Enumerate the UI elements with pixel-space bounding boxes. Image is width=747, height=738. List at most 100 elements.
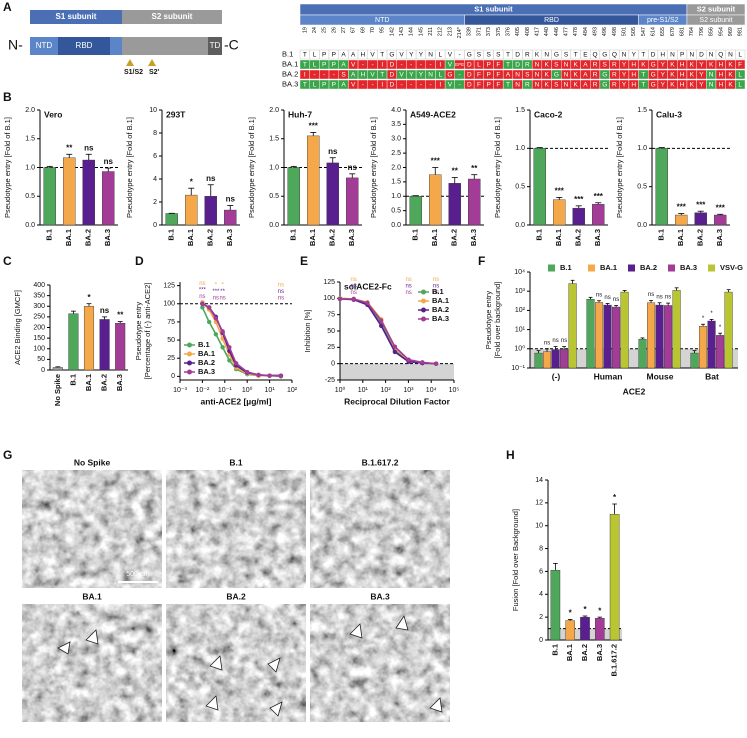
significance-label: * bbox=[613, 493, 617, 502]
x-tick-label: B.1 bbox=[657, 229, 666, 241]
x-tick-label: B.1 bbox=[289, 229, 298, 241]
bar bbox=[534, 352, 543, 369]
micrograph-label: B.1 bbox=[229, 457, 243, 467]
chart-title: 293T bbox=[166, 109, 186, 119]
position-label: 477 bbox=[563, 27, 569, 36]
chart-title: Huh-7 bbox=[288, 109, 312, 119]
residue: H bbox=[680, 61, 685, 68]
residue: L bbox=[477, 61, 481, 68]
position-label: 493 bbox=[593, 27, 599, 36]
residue: K bbox=[728, 81, 733, 88]
x-tick-label: 10¹ bbox=[358, 387, 369, 394]
scale-bar-label: 500 µm bbox=[126, 571, 150, 578]
data-point bbox=[420, 360, 425, 365]
x-tick-label: BA.3 bbox=[595, 644, 604, 661]
residue: Y bbox=[632, 51, 637, 58]
residue: D bbox=[390, 71, 395, 78]
y-tick-label: 25 bbox=[327, 344, 335, 351]
significance-label: ns bbox=[226, 195, 236, 204]
legend-label: B.1 bbox=[432, 287, 444, 296]
residue: V bbox=[399, 51, 404, 58]
significance-label: ** bbox=[471, 164, 478, 173]
residue-cell bbox=[735, 69, 746, 80]
residue: - bbox=[371, 61, 373, 68]
bar bbox=[553, 199, 566, 226]
residue: Y bbox=[622, 61, 627, 68]
x-tick-label: 10⁰ bbox=[242, 386, 253, 394]
residue: K bbox=[574, 71, 579, 78]
y-tick-label: 1.0 bbox=[269, 164, 279, 171]
residue: - bbox=[313, 71, 315, 78]
y-tick-label: 100 bbox=[323, 295, 335, 302]
residue: L bbox=[738, 81, 742, 88]
bar bbox=[638, 338, 647, 369]
ntd-box bbox=[30, 37, 58, 55]
position-label: 496 bbox=[602, 27, 608, 36]
data-point bbox=[213, 316, 219, 321]
residue: - bbox=[420, 61, 422, 68]
significance-label: ** bbox=[117, 311, 124, 320]
panel-label: H bbox=[506, 448, 515, 462]
x-axis-label: ACE2 bbox=[623, 386, 646, 396]
residue: N bbox=[709, 51, 714, 58]
residue: N bbox=[564, 81, 569, 88]
residue: - bbox=[323, 71, 325, 78]
significance-label: * bbox=[87, 293, 91, 302]
bar bbox=[346, 177, 359, 226]
y-tick-label: 0 bbox=[331, 361, 335, 368]
residue: L bbox=[313, 51, 317, 58]
position-label: 25 bbox=[322, 27, 328, 33]
residue: F bbox=[496, 61, 500, 68]
residue: K bbox=[728, 61, 733, 68]
bar bbox=[699, 326, 708, 369]
residue: H bbox=[361, 71, 366, 78]
residue: N bbox=[515, 81, 520, 88]
significance-label: ns bbox=[219, 295, 225, 301]
residue: G bbox=[602, 71, 607, 78]
significance-label: ns bbox=[278, 282, 284, 288]
cleavage-marker bbox=[148, 59, 156, 66]
residue: - bbox=[400, 61, 402, 68]
significance-label: ns bbox=[561, 338, 567, 344]
x-tick-label: BA.3 bbox=[715, 229, 724, 246]
significance-label: ns bbox=[552, 338, 558, 344]
table-header-label: S2 subunit bbox=[697, 4, 736, 13]
x-tick-label: BA.3 bbox=[103, 229, 112, 246]
x-tick-label: 10⁵ bbox=[449, 387, 460, 394]
y-tick-label: 2.0 bbox=[25, 107, 35, 114]
legend-label: BA.2 bbox=[432, 305, 449, 314]
series-line bbox=[339, 298, 437, 365]
s1-label: S1 subunit bbox=[56, 12, 97, 21]
bar bbox=[429, 174, 442, 226]
y-axis-label: [Percentage of (-) anti-ACE2] bbox=[143, 283, 152, 380]
significance-label: * bbox=[583, 605, 587, 614]
legend-label: B.1 bbox=[198, 340, 210, 349]
residue: K bbox=[670, 81, 675, 88]
panel-label: B bbox=[3, 90, 12, 104]
residue: A bbox=[583, 81, 588, 88]
bar bbox=[82, 159, 95, 226]
residue: A bbox=[351, 51, 356, 58]
residue: N bbox=[709, 71, 714, 78]
residue: D bbox=[467, 71, 472, 78]
data-point bbox=[365, 300, 370, 306]
legend-marker bbox=[421, 316, 426, 322]
bar bbox=[609, 514, 620, 641]
panel-label: A bbox=[3, 0, 12, 14]
residue: Y bbox=[419, 71, 424, 78]
x-tick-label: BA.2 bbox=[206, 229, 215, 246]
significance-label: ns bbox=[278, 289, 284, 295]
significance-label: ns bbox=[84, 143, 94, 152]
bar bbox=[224, 209, 237, 226]
residue: S bbox=[564, 51, 569, 58]
residue: N bbox=[535, 81, 540, 88]
position-label: 954 bbox=[718, 27, 724, 36]
residue: N bbox=[709, 81, 714, 88]
series-line bbox=[339, 297, 437, 365]
y-tick-label: 2 bbox=[539, 614, 543, 621]
y-tick-label: 10 bbox=[535, 523, 543, 530]
bar bbox=[707, 320, 716, 369]
data-point bbox=[245, 369, 250, 375]
residue: S bbox=[486, 51, 491, 58]
data-point bbox=[378, 318, 384, 323]
